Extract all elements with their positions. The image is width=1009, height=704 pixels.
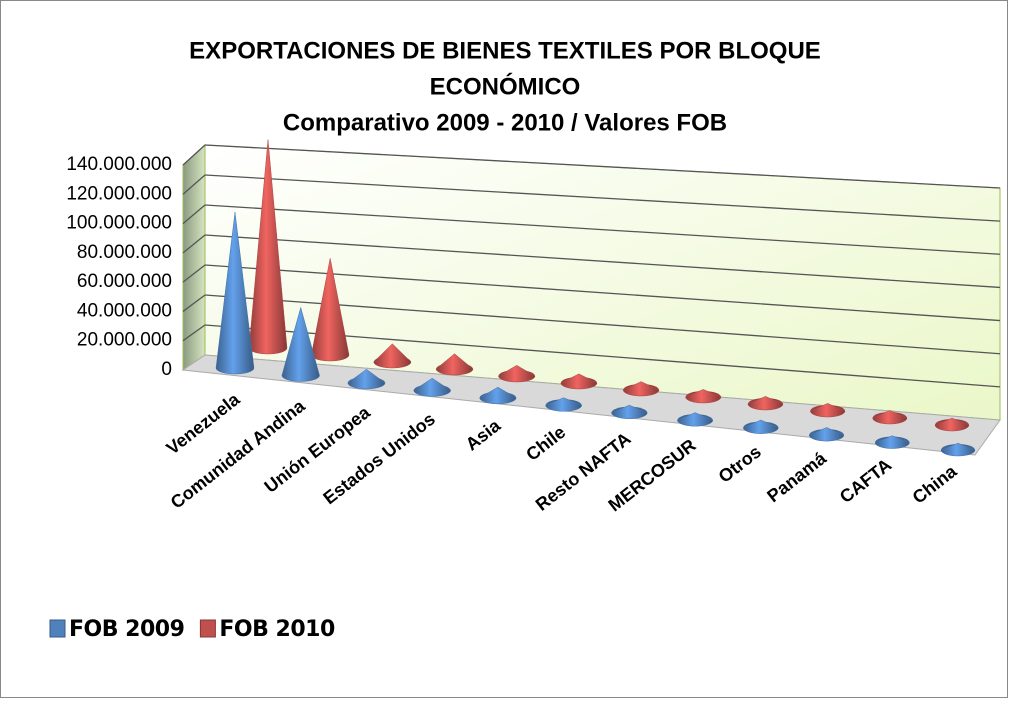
grid-line [182,144,206,166]
legend-label: FOB 2009 [69,617,184,642]
y-tick-label: 140.000.000 [66,154,172,175]
cone [545,397,582,412]
cone [347,368,386,390]
cone [622,381,660,397]
grid-line [204,144,1001,189]
cone [872,410,908,425]
grid-line [204,204,1001,255]
cone [677,412,714,427]
cone [479,386,517,405]
y-tick-label: 100.000.000 [66,213,172,234]
legend-label: FOB 2010 [219,617,335,642]
cone [611,404,648,419]
cone [808,427,845,442]
y-tick-label: 40.000.000 [77,300,172,321]
cone [685,389,722,404]
cone [747,396,784,411]
cone [215,211,255,375]
cone [435,353,474,376]
cone [940,442,976,457]
grid-line [182,204,206,225]
cone [373,343,412,369]
cone [934,417,970,432]
cone [281,306,320,382]
y-tick-label: 80.000.000 [77,242,172,263]
legend-swatch [199,619,216,638]
cone [498,365,536,383]
y-tick-label: 120.000.000 [66,183,172,204]
y-tick-label: 0 [161,359,172,380]
grid-line [182,234,206,254]
y-tick-label: 60.000.000 [77,271,172,292]
legend-swatch [49,619,66,638]
chart-subtitle: Comparativo 2009 - 2010 / Valores FOB [283,109,727,136]
grid-line [182,174,206,195]
chart-title: ECONÓMICO [430,72,581,100]
y-tick-label: 20.000.000 [77,330,172,351]
cone [743,419,779,434]
grid-line [204,174,1001,222]
grid-line [204,234,1001,289]
grid-line [182,294,206,312]
floor [181,354,1001,456]
chart-title: EXPORTACIONES DE BIENES TEXTILES POR BLO… [189,37,821,64]
cone [560,373,598,390]
grid-line [182,324,206,342]
cone [874,435,910,449]
cone [810,403,846,418]
cone [413,377,451,397]
grid-line [182,264,206,283]
grid-line [204,264,1001,322]
